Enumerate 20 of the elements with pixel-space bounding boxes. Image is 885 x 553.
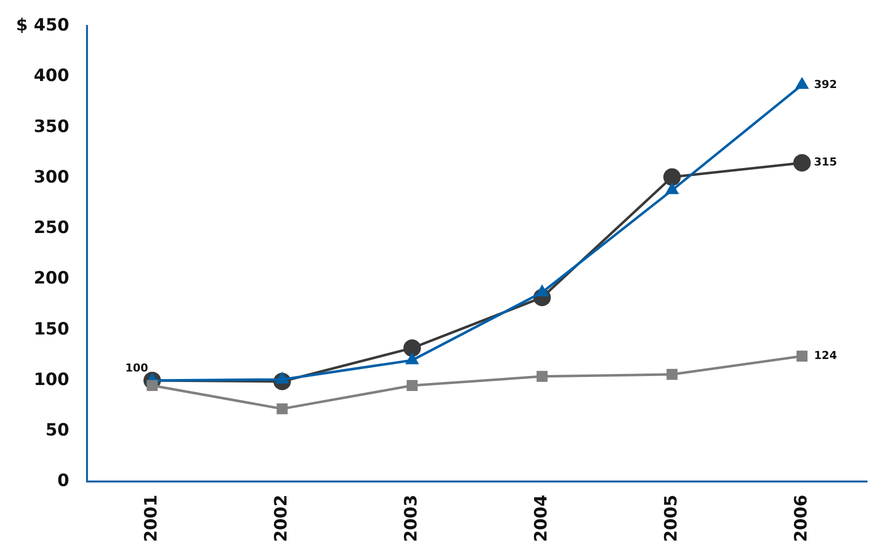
y-tick-label: 0: [57, 471, 70, 492]
data-label: 315: [814, 156, 837, 169]
y-tick-label: 150: [34, 319, 70, 340]
y-tick-label: 400: [34, 66, 70, 86]
data-label: 392: [814, 78, 837, 91]
y-tick-label: 350: [34, 116, 70, 137]
x-tick-label: 2006: [791, 494, 812, 542]
data-label: 100: [125, 361, 149, 374]
x-tick-label: 2002: [272, 494, 292, 542]
x-tick-label: 2005: [661, 494, 682, 542]
y-tick-label: 250: [34, 218, 70, 238]
x-tick-label: 2001: [142, 494, 162, 542]
y-tick-label: 100: [34, 370, 70, 390]
y-tick-label: $ 450: [16, 16, 70, 36]
x-tick-label: 2003: [402, 494, 422, 542]
y-tick-label: 300: [34, 167, 70, 188]
x-tick-label: 2004: [532, 494, 552, 542]
data-label: 124: [814, 349, 838, 362]
y-tick-label: 50: [46, 420, 70, 440]
y-tick-label: 200: [34, 268, 70, 289]
